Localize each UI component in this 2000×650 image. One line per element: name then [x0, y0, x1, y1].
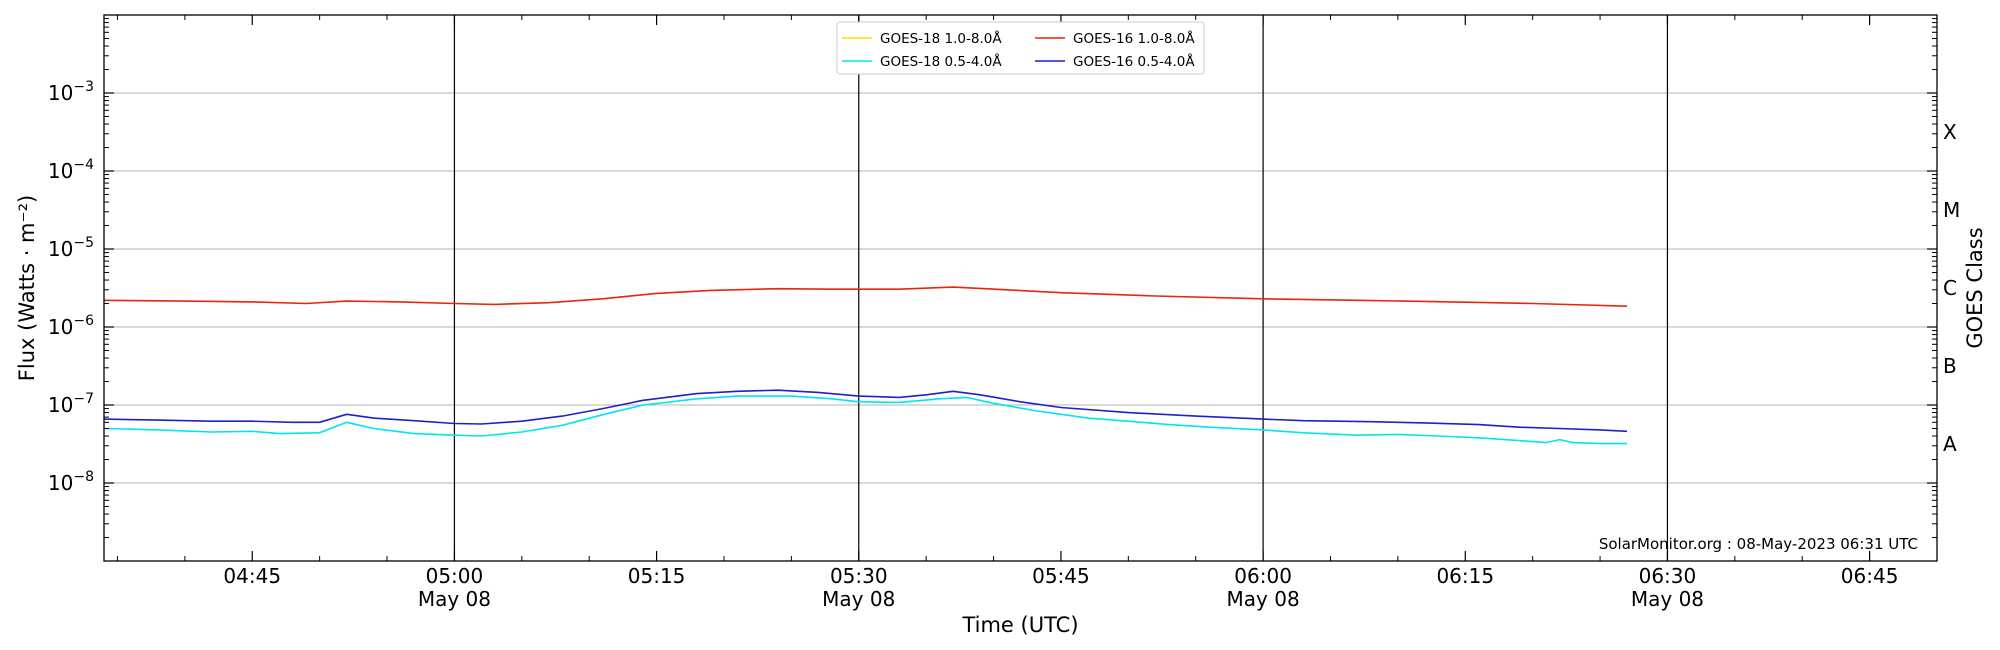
x-tick-label: 05:15 [628, 564, 686, 588]
y-tick-label: 10−3 [48, 79, 94, 105]
x-tick-label: 04:45 [223, 564, 281, 588]
legend-label: GOES-16 0.5-4.0Å [1073, 53, 1195, 70]
plot-frame [103, 14, 1938, 562]
goes-class-axis-label: GOES Class [1963, 227, 1987, 348]
y-tick-label: 10−8 [48, 469, 94, 495]
x-axis-label: Time (UTC) [961, 613, 1078, 637]
y-tick-label: 10−4 [48, 157, 94, 183]
x-tick-label: 05:45 [1032, 564, 1090, 588]
x-tick-label: 06:30 [1639, 564, 1697, 588]
y-axis-label: Flux (Watts · m⁻²) [15, 195, 39, 381]
x-tick-label: 06:15 [1436, 564, 1494, 588]
legend-box [836, 21, 1205, 75]
grid-layer [104, 92, 1937, 484]
series-line-1 [103, 395, 1627, 445]
legend: GOES-18 1.0-8.0Å GOES-18 0.5-4.0Å GOES-16 … [836, 21, 1205, 75]
x-tick-label: 06:45 [1841, 564, 1899, 588]
series-layer [103, 286, 1628, 445]
legend-label: GOES-18 0.5-4.0Å [880, 53, 1002, 70]
y-tick-label: 10−5 [48, 235, 94, 261]
legend-label: GOES-16 1.0-8.0Å [1073, 30, 1195, 47]
y-tick-label: 10−6 [48, 313, 94, 339]
goes-class-label: X [1943, 120, 1957, 144]
x-tick-date-label: May 08 [418, 587, 491, 611]
goes-class-label: A [1943, 432, 1957, 456]
x-tick-label: 05:30 [830, 564, 888, 588]
x-tick-label: 06:00 [1234, 564, 1292, 588]
series-line-2 [103, 286, 1628, 307]
y-tick-label: 10−7 [48, 391, 94, 417]
x-tick-date-label: May 08 [1631, 587, 1704, 611]
goes-class-label: M [1943, 198, 1960, 222]
x-tick-date-label: May 08 [1227, 587, 1300, 611]
day-lines [453, 15, 1669, 561]
credit-text: SolarMonitor.org : 08-May-2023 06:31 UTC [1599, 535, 1918, 553]
x-tick-label: 05:00 [426, 564, 484, 588]
goes-class-label: B [1943, 354, 1957, 378]
series-line-3 [103, 389, 1628, 433]
goes-class-label: C [1943, 276, 1957, 300]
legend-label: GOES-18 1.0-8.0Å [880, 30, 1002, 47]
x-tick-date-label: May 08 [822, 587, 895, 611]
